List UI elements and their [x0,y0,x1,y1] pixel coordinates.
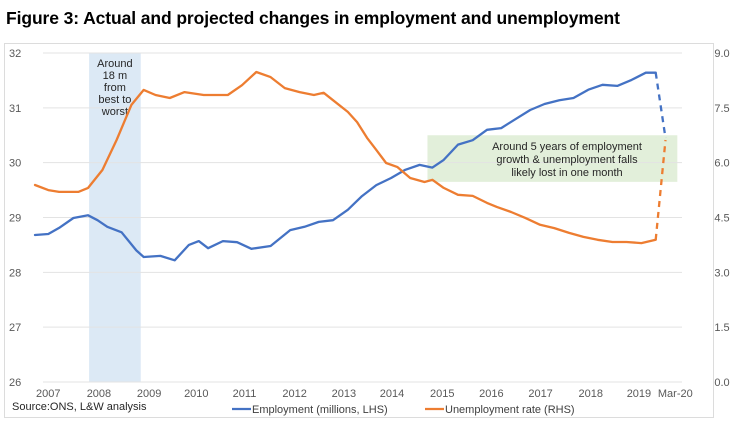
recession-annotation-line: best to [98,94,131,106]
x-tick-label: 2018 [578,388,602,400]
lost-growth-band [427,135,678,182]
y-left-tick-label: 32 [9,48,21,60]
chart-frame [4,43,714,418]
y-left-tick-label: 31 [9,103,21,115]
x-tick-label: 2008 [87,388,111,400]
y-right-tick-label: 3.0 [714,267,729,279]
y-left-tick-label: 30 [9,158,21,170]
recession-annotation-line: Around [97,58,132,70]
x-tick-label: 2009 [137,388,161,400]
lost-growth-annotation-line: Around 5 years of employment [492,141,642,153]
y-right-tick-label: 6.0 [714,158,729,170]
legend-label-employment: Employment (millions, LHS) [252,404,388,416]
x-tick-label: 2010 [184,388,208,400]
recession-annotation-line: from [104,82,126,94]
employment-line [33,71,657,262]
x-tick-label: 2017 [528,388,552,400]
x-tick-label: 2015 [430,388,454,400]
x-tick-label: 2013 [332,388,356,400]
unemployment-line [33,70,657,245]
recession-annotation-line: worst [101,106,128,118]
y-left-tick-label: 28 [9,267,21,279]
y-right-tick-label: 0.0 [714,377,729,389]
x-tick-label: 2019 [627,388,651,400]
y-right-tick-label: 9.0 [714,48,729,60]
x-tick-label: 2007 [36,388,60,400]
legend-label-unemployment: Unemployment rate (RHS) [445,404,575,416]
x-tick-label: 2016 [479,388,503,400]
chart-title: Figure 3: Actual and projected changes i… [6,8,620,28]
x-tick-label: 2011 [233,388,257,400]
y-right-tick-label: 7.5 [714,103,729,115]
lost-growth-annotation-line: growth & unemployment falls [496,154,638,166]
y-left-tick-label: 29 [9,213,21,225]
employment-projected-line [654,72,667,139]
unemployment-projected-line [654,139,667,240]
lost-growth-annotation-line: likely lost in one month [511,167,622,179]
source-note: Source:ONS, L&W analysis [12,401,147,413]
y-left-tick-label: 26 [9,377,21,389]
x-tick-label: 2014 [380,388,404,400]
y-right-tick-label: 4.5 [714,213,729,225]
y-left-tick-label: 27 [9,322,21,334]
x-tick-label: Mar-20 [658,388,693,400]
y-right-tick-label: 1.5 [714,322,729,334]
recession-annotation-line: 18 m [103,70,127,82]
x-tick-label: 2012 [282,388,306,400]
